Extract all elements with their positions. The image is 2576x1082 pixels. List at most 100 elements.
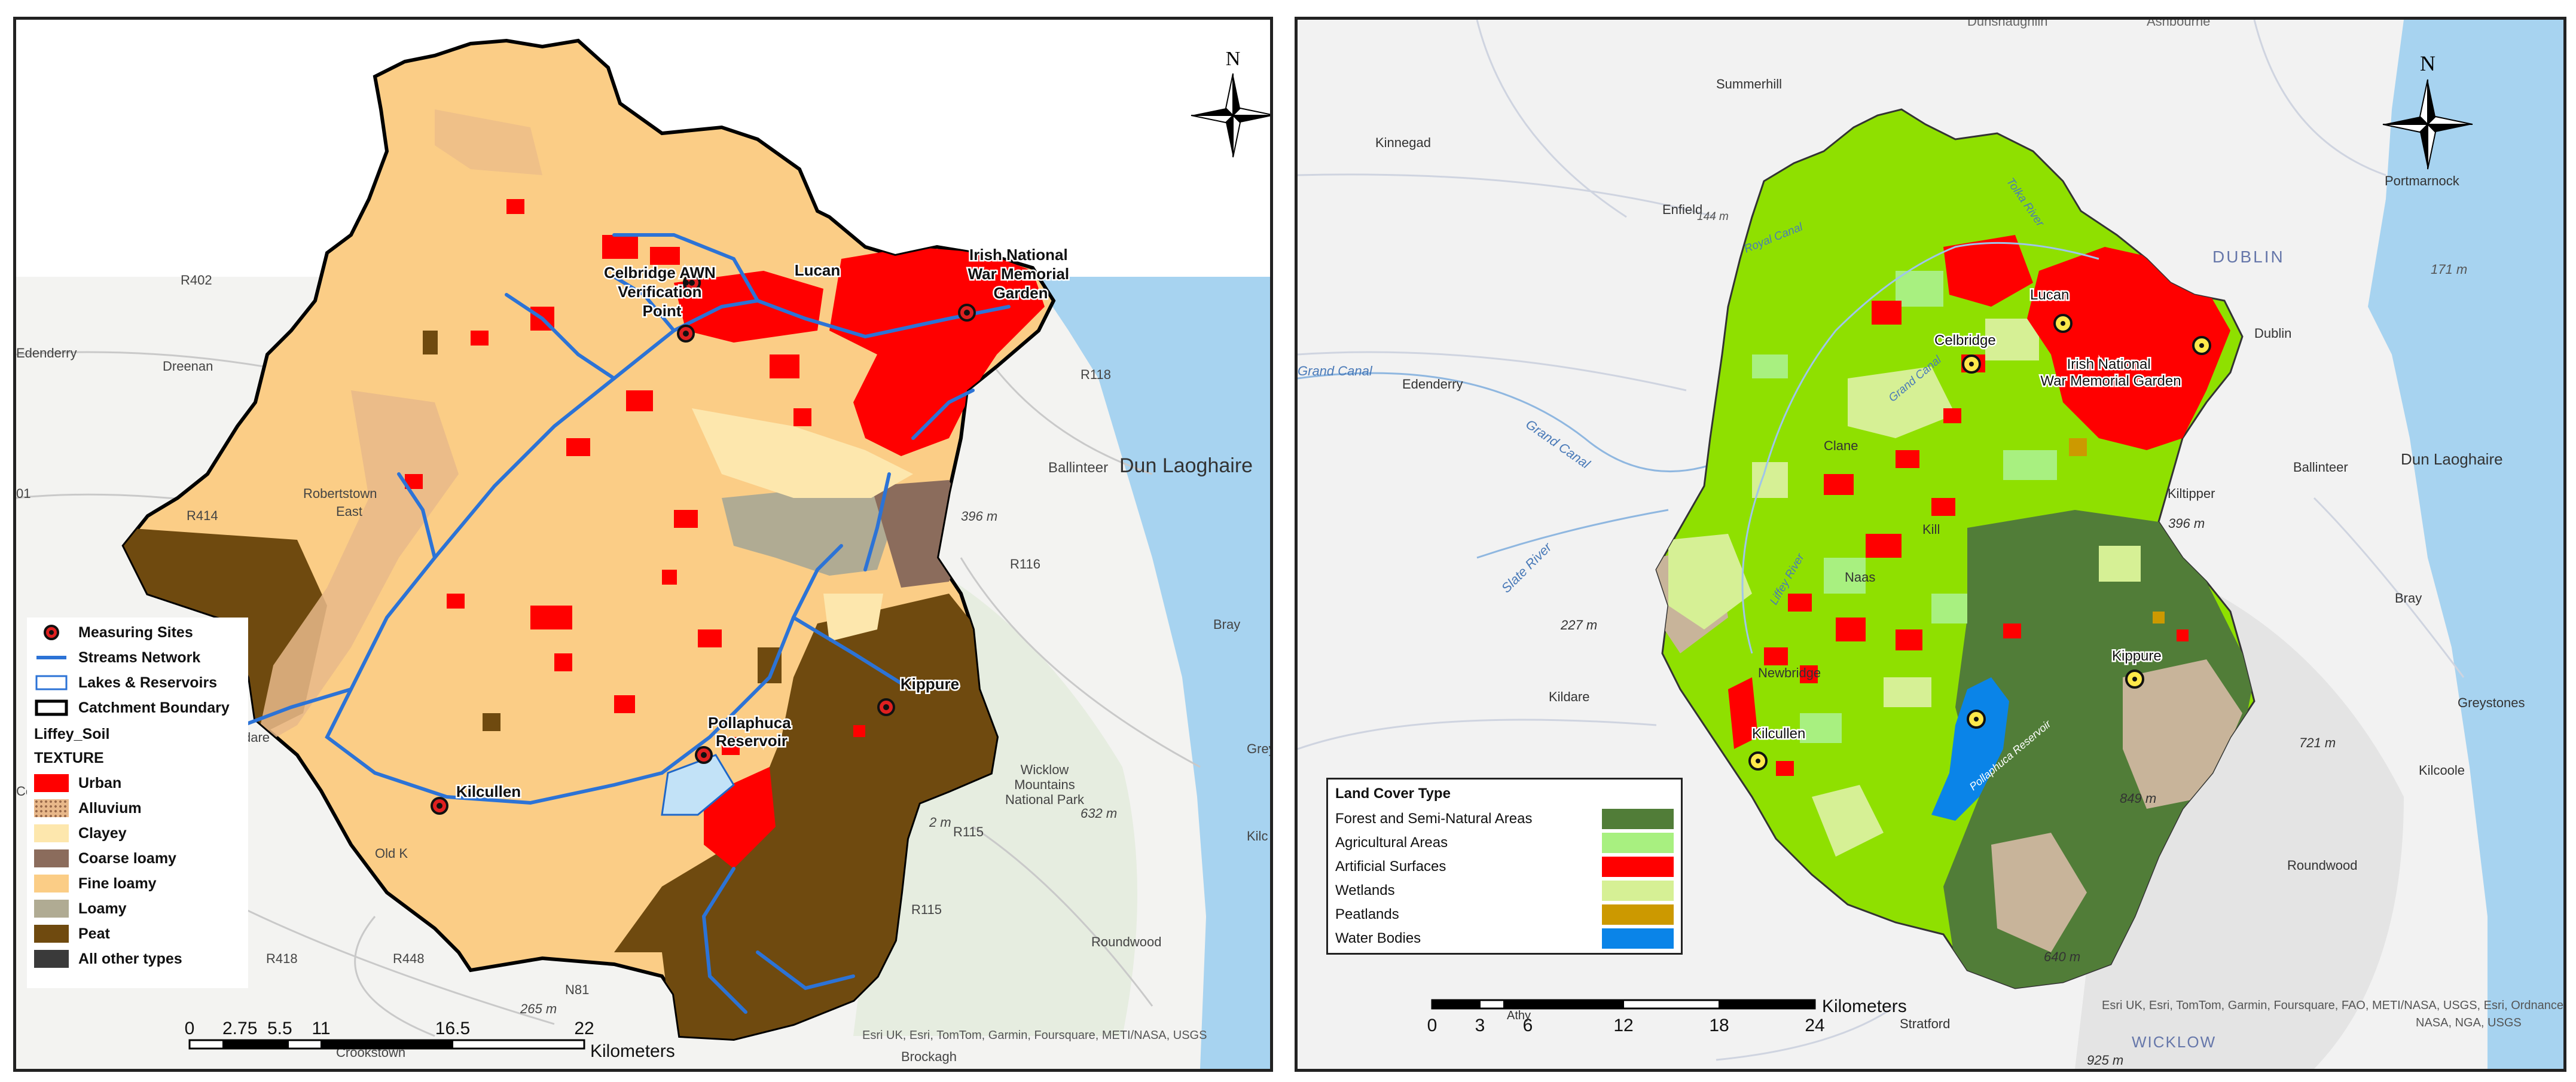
- pollaphuca-reservoir-shape: [1931, 677, 2009, 821]
- loamy-area: [722, 486, 895, 576]
- clayey-area: [692, 408, 913, 498]
- svg-text:Newbridge: Newbridge: [1758, 665, 1821, 680]
- agricultural-patches: [1752, 271, 2057, 743]
- svg-text:Old K: Old K: [375, 846, 408, 861]
- attribution: Esri UK, Esri, TomTom, Garmin, Foursquar…: [862, 1029, 1207, 1042]
- swatch-wetlands: [1602, 881, 1674, 901]
- svg-text:Naas: Naas: [1845, 570, 1875, 585]
- legend-item-streams: Streams Network: [34, 647, 200, 668]
- site-label-pollaphuca: Pollaphuca Reservoir: [708, 714, 795, 750]
- svg-text:Dun Laoghaire: Dun Laoghaire: [2401, 450, 2503, 468]
- swatch-fine-loamy: [34, 875, 69, 893]
- site-label-kippure: Kippure: [2112, 648, 2162, 664]
- svg-text:DUBLIN: DUBLIN: [2212, 247, 2285, 266]
- svg-text:WICKLOW: WICKLOW: [2132, 1033, 2216, 1051]
- swatch-artificial: [1602, 857, 1674, 877]
- swatch-alluvium: [34, 799, 69, 817]
- scale-bar: 0 2.75 5.5 11 16.5 22 Kilometers: [185, 1019, 675, 1061]
- svg-text:Kill: Kill: [1922, 522, 1940, 537]
- svg-text:265 m: 265 m: [520, 1001, 557, 1016]
- legend-class-clayey: Clayey: [34, 823, 127, 843]
- legend-item-lakes: Lakes & Reservoirs: [34, 673, 217, 693]
- svg-text:0: 0: [1427, 1016, 1437, 1035]
- svg-text:Mountains: Mountains: [1014, 777, 1075, 792]
- swatch-other: [34, 950, 69, 968]
- soil-map-panel: Celbridge AWN Verification Point Lucan I…: [13, 17, 1273, 1072]
- catchment-rivers: [1741, 242, 2099, 654]
- svg-text:Summerhill: Summerhill: [1716, 77, 1782, 91]
- land-cover-map: Lucan Celbridge Irish National War Memor…: [1298, 20, 2563, 1069]
- svg-text:18: 18: [1709, 1016, 1729, 1035]
- alluvium-north: [435, 109, 542, 175]
- legend-class-loamy: Loamy: [34, 898, 127, 919]
- svg-text:Kilcoole: Kilcoole: [2419, 763, 2465, 778]
- basemap-rivers: [1298, 372, 1747, 559]
- legend-class-forest: Forest and Semi-Natural Areas: [1335, 808, 1674, 830]
- svg-text:01: 01: [16, 486, 30, 501]
- legend-class-fine-loamy: Fine loamy: [34, 873, 157, 894]
- svg-text:R418: R418: [266, 951, 298, 966]
- site-labels: Lucan Celbridge Irish National War Memor…: [1751, 286, 2183, 744]
- svg-text:6: 6: [1523, 1016, 1533, 1035]
- svg-text:Kilc: Kilc: [1247, 829, 1268, 843]
- urban-newbridge: [1728, 677, 1758, 749]
- svg-text:Wicklow: Wicklow: [1021, 762, 1069, 777]
- measuring-site-icon: [44, 625, 59, 640]
- svg-text:22: 22: [574, 1019, 594, 1038]
- north-arrow-icon: N: [2382, 51, 2473, 170]
- legend-class-other: All other types: [34, 949, 182, 969]
- svg-text:640 m: 640 m: [2044, 949, 2080, 964]
- svg-text:R448: R448: [393, 951, 425, 966]
- svg-text:396 m: 396 m: [2168, 516, 2205, 531]
- svg-text:721 m: 721 m: [2299, 735, 2336, 750]
- site-labels: Celbridge AWN Verification Point Lucan I…: [454, 244, 1070, 802]
- site-label-war-memorial: Irish National War Memorial Garden: [2040, 356, 2181, 389]
- legend-layer-name: Liffey_Soil: [34, 725, 110, 742]
- svg-text:396 m: 396 m: [961, 509, 997, 524]
- svg-text:R414: R414: [187, 508, 218, 523]
- tan-patch-1: [2123, 659, 2242, 809]
- north-arrow-icon: N: [1191, 48, 1270, 158]
- swatch-coarse-loamy: [34, 849, 69, 867]
- boundary-outline-icon: [35, 699, 68, 716]
- svg-text:11: 11: [312, 1019, 330, 1038]
- svg-text:Grey: Grey: [1247, 741, 1270, 756]
- legend-class-urban: Urban: [34, 773, 121, 793]
- legend-class-alluvium: Alluvium: [34, 798, 142, 818]
- swatch-loamy: [34, 900, 69, 918]
- svg-text:Kilometers: Kilometers: [1822, 997, 1907, 1016]
- swatch-urban: [34, 774, 69, 792]
- stream-line-icon: [36, 656, 66, 659]
- basemap-roads: [1298, 20, 2465, 1061]
- land-cover-map-panel: Lucan Celbridge Irish National War Memor…: [1295, 17, 2566, 1072]
- scale-bar: 0 3 6 12 18 24 Kilometers Athy: [1427, 997, 1907, 1035]
- legend-class-artificial: Artificial Surfaces: [1335, 856, 1674, 878]
- north-label: N: [1226, 48, 1241, 70]
- soil-map: Celbridge AWN Verification Point Lucan I…: [16, 20, 1270, 1069]
- svg-text:Bray: Bray: [1213, 617, 1240, 632]
- svg-text:R118: R118: [1081, 367, 1111, 382]
- svg-text:Edenderry: Edenderry: [1402, 377, 1463, 392]
- legend-class-wetlands: Wetlands: [1335, 880, 1674, 901]
- svg-text:144 m: 144 m: [1697, 210, 1729, 223]
- svg-text:12: 12: [1613, 1016, 1633, 1035]
- svg-text:R115: R115: [911, 902, 942, 917]
- svg-text:Portmarnock: Portmarnock: [2385, 173, 2460, 188]
- site-label-kilcullen: Kilcullen: [1752, 726, 1805, 742]
- site-label-celbridge: Celbridge AWN Verification Point: [604, 264, 720, 320]
- attribution-line-1: Esri UK, Esri, TomTom, Garmin, Foursquar…: [2102, 999, 2563, 1012]
- svg-text:Greystones: Greystones: [2458, 695, 2525, 710]
- svg-text:24: 24: [1805, 1016, 1824, 1035]
- svg-text:Athy: Athy: [1507, 1009, 1531, 1022]
- streams-network: [188, 233, 1011, 1014]
- urban-lucan: [674, 271, 823, 343]
- svg-text:227 m: 227 m: [1560, 618, 1597, 632]
- clayey-area-2: [823, 594, 883, 641]
- site-label-kilcullen: Kilcullen: [456, 783, 521, 800]
- svg-text:Ashbourne: Ashbourne: [2147, 20, 2210, 29]
- urban-dublin: [829, 247, 1045, 456]
- svg-text:Kiltipper: Kiltipper: [2168, 486, 2215, 501]
- legend-class-agricultural: Agricultural Areas: [1335, 832, 1674, 854]
- svg-text:Dun Laoghaire: Dun Laoghaire: [1119, 454, 1253, 477]
- peatland-patch: [2069, 438, 2087, 456]
